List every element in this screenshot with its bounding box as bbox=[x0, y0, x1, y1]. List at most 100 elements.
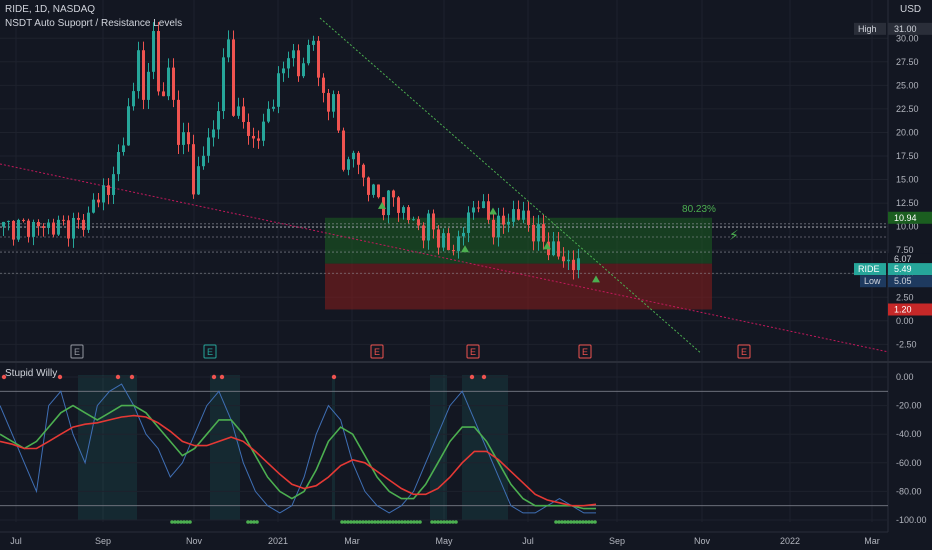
candle-body bbox=[107, 185, 110, 195]
overbought-dot bbox=[481, 374, 487, 380]
oversold-dot bbox=[388, 520, 392, 524]
candle-body bbox=[407, 207, 410, 221]
sub-y-tick-label: -20.00 bbox=[896, 401, 922, 411]
candle-body bbox=[117, 152, 120, 175]
candle-body bbox=[187, 132, 190, 145]
candle-body bbox=[527, 210, 530, 225]
oversold-dot bbox=[587, 520, 591, 524]
overbought-dot bbox=[219, 374, 225, 380]
candle-body bbox=[422, 225, 425, 241]
y-tick-label: -2.50 bbox=[896, 339, 917, 349]
oversold-dot bbox=[385, 520, 389, 524]
candle-body bbox=[467, 212, 470, 233]
candle-body bbox=[537, 224, 540, 242]
sub-y-tick-label: -40.00 bbox=[896, 429, 922, 439]
signal-triangle bbox=[378, 201, 386, 209]
stop-badge-value: 1.20 bbox=[894, 305, 912, 315]
candle-body bbox=[347, 159, 350, 170]
oversold-dot bbox=[569, 520, 573, 524]
earnings-marker bbox=[578, 344, 592, 359]
currency-label: USD bbox=[900, 4, 922, 15]
oversold-dot bbox=[352, 520, 356, 524]
x-tick-label: May bbox=[435, 536, 453, 546]
oversold-dot bbox=[554, 520, 558, 524]
candle-body bbox=[427, 213, 430, 241]
oversold-dot bbox=[403, 520, 407, 524]
candle-body bbox=[82, 219, 85, 230]
sub-y-tick-label: -80.00 bbox=[896, 486, 922, 496]
candle-body bbox=[152, 31, 155, 72]
candle-body bbox=[297, 50, 300, 77]
oversold-dot bbox=[430, 520, 434, 524]
high-tag-label: High bbox=[858, 24, 877, 34]
oversold-dot bbox=[578, 520, 582, 524]
earnings-marker bbox=[466, 344, 480, 359]
oversold-dot bbox=[252, 520, 256, 524]
earnings-marker bbox=[203, 344, 217, 359]
oversold-dot bbox=[173, 520, 177, 524]
oversold-dot bbox=[560, 520, 564, 524]
oversold-dot bbox=[358, 520, 362, 524]
slow-ema-line bbox=[0, 414, 597, 507]
candle-body bbox=[397, 197, 400, 213]
oversold-dot bbox=[454, 520, 458, 524]
last-price-badge bbox=[888, 263, 932, 276]
earnings-label: E bbox=[741, 347, 747, 357]
y-tick-label: 27.50 bbox=[896, 57, 919, 67]
oversold-dot bbox=[355, 520, 359, 524]
x-tick-label: 2022 bbox=[780, 536, 800, 546]
oversold-region bbox=[210, 375, 240, 520]
oversold-dot bbox=[367, 520, 371, 524]
oversold-dot bbox=[249, 520, 253, 524]
candle-body bbox=[352, 152, 355, 160]
earnings-label: E bbox=[470, 347, 476, 357]
oversold-region bbox=[462, 375, 508, 520]
candle-body bbox=[572, 259, 575, 271]
oversold-dot bbox=[439, 520, 443, 524]
candle-body bbox=[342, 130, 345, 170]
signal-triangle bbox=[461, 245, 469, 253]
oversold-dot bbox=[409, 520, 413, 524]
low-tag bbox=[860, 275, 886, 288]
x-tick-label: 2021 bbox=[268, 536, 288, 546]
overbought-dot bbox=[469, 374, 475, 380]
oversold-dot bbox=[179, 520, 183, 524]
oversold-dot bbox=[584, 520, 588, 524]
candle-body bbox=[172, 67, 175, 100]
candle-body bbox=[212, 129, 215, 138]
indicator-title: NSDT Auto Supoprt / Resistance Levels bbox=[5, 18, 183, 29]
candle-body bbox=[62, 219, 65, 221]
oversold-dot bbox=[176, 520, 180, 524]
candle-body bbox=[97, 199, 100, 203]
oversold-dot bbox=[349, 520, 353, 524]
oversold-dot bbox=[412, 520, 416, 524]
target-badge bbox=[888, 211, 932, 224]
candle-body bbox=[197, 166, 200, 195]
x-tick-label: Sep bbox=[95, 536, 111, 546]
oversold-dot bbox=[346, 520, 350, 524]
oversold-dot bbox=[397, 520, 401, 524]
oversold-dot bbox=[415, 520, 419, 524]
oversold-dot bbox=[442, 520, 446, 524]
candle-body bbox=[227, 39, 230, 58]
candle-body bbox=[87, 212, 90, 230]
y-tick-label: 22.50 bbox=[896, 104, 919, 114]
low-badge-value: 5.05 bbox=[894, 276, 912, 286]
candle-body bbox=[42, 226, 45, 228]
candle-body bbox=[497, 215, 500, 238]
oversold-dot bbox=[433, 520, 437, 524]
oversold-dot bbox=[400, 520, 404, 524]
low-tag-label: Low bbox=[864, 276, 881, 286]
y-tick-label: 30.00 bbox=[896, 33, 919, 43]
oversold-dot bbox=[370, 520, 374, 524]
y-tick-label: 2.50 bbox=[896, 292, 914, 302]
earnings-marker bbox=[370, 344, 384, 359]
candle-body bbox=[57, 219, 60, 235]
candle-body bbox=[477, 207, 480, 209]
candle-body bbox=[377, 184, 380, 198]
candle-body bbox=[327, 92, 330, 112]
x-tick-label: Nov bbox=[186, 536, 203, 546]
candle-body bbox=[357, 152, 360, 165]
candle-body bbox=[157, 31, 160, 92]
